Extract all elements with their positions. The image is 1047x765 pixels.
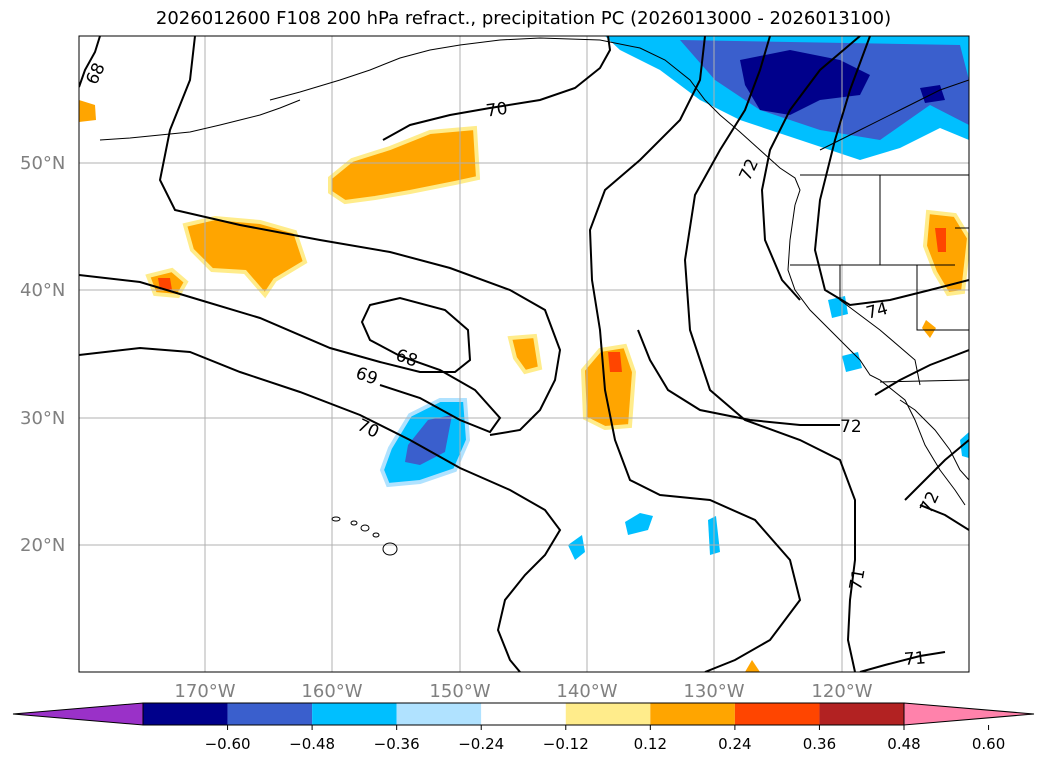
contour-74-south bbox=[874, 349, 969, 396]
contour-74 bbox=[813, 36, 969, 307]
state-border-4 bbox=[916, 265, 969, 331]
baja-gulf bbox=[899, 399, 969, 481]
contour-70-west bbox=[158, 36, 562, 436]
colorbar-box bbox=[650, 703, 735, 725]
colorbar-box bbox=[819, 703, 904, 725]
precip-neg-small-4 bbox=[828, 296, 848, 318]
precip-pos-aleutian bbox=[328, 125, 481, 205]
precip-pos-farwest-core bbox=[158, 278, 172, 290]
contour-72-mid bbox=[637, 329, 840, 426]
precip-pos-corner bbox=[79, 100, 96, 122]
contour-labels: 68 68 69 70 70 71 71 72 72 72 74 bbox=[82, 60, 943, 670]
lon-label: 160°W bbox=[301, 681, 362, 702]
precip-pos-west bbox=[182, 215, 308, 299]
precip-pos-small-1 bbox=[922, 320, 936, 338]
colorbar-box bbox=[143, 703, 228, 725]
colorbar-tick-label: −0.12 bbox=[543, 735, 589, 753]
colorbar-outline bbox=[142, 702, 905, 726]
lat-label: 50°N bbox=[20, 153, 65, 174]
alaska-coast bbox=[269, 37, 801, 206]
colorbar-tick-label: 0.60 bbox=[972, 735, 1005, 753]
contour-70-north bbox=[382, 36, 612, 141]
contour-label: 69 bbox=[353, 363, 380, 389]
precip-shading bbox=[79, 36, 969, 672]
map-title: 2026012600 F108 200 hPa refract., precip… bbox=[155, 8, 892, 29]
contour-label: 68 bbox=[82, 60, 109, 88]
precip-pos-east-core bbox=[608, 352, 622, 372]
lon-label: 120°W bbox=[811, 681, 872, 702]
precip-band-north-core bbox=[740, 50, 870, 115]
precip-neg-hawaii-ne-mid bbox=[405, 415, 452, 465]
coastlines bbox=[99, 37, 969, 506]
colorbar-tick-label: 0.36 bbox=[803, 735, 836, 753]
contour-71-west bbox=[683, 36, 856, 672]
colorbar: −0.60 −0.48 −0.36 −0.24 −0.12 0.12 0.24 0.36 0.4… bbox=[12, 702, 1035, 753]
contour-69 bbox=[79, 346, 562, 672]
west-coast bbox=[787, 204, 966, 506]
contour-label: 72 bbox=[840, 417, 862, 437]
lon-label: 130°W bbox=[683, 681, 744, 702]
colorbar-box bbox=[734, 703, 820, 725]
precip-pos-east bbox=[580, 343, 637, 431]
contour-68-north bbox=[79, 36, 101, 88]
map-frame bbox=[78, 35, 970, 673]
precip-neg-small-2 bbox=[568, 535, 585, 560]
refractivity-contours bbox=[79, 36, 969, 672]
colorbar-tick-label: 0.48 bbox=[887, 735, 920, 753]
contour-label: 70 bbox=[485, 99, 509, 122]
contour-72 bbox=[760, 36, 861, 301]
canada-inland bbox=[819, 79, 969, 151]
contour-label: 71 bbox=[846, 567, 869, 592]
hawaii-islands bbox=[331, 516, 398, 556]
contour-label: 72 bbox=[736, 156, 763, 184]
state-border-3 bbox=[839, 265, 921, 386]
contour-71-bottom bbox=[859, 651, 946, 672]
longitude-labels: 170°W 160°W 150°W 140°W 130°W 120°W bbox=[174, 681, 872, 702]
lon-label: 140°W bbox=[556, 681, 617, 702]
latitude-labels: 50°N 40°N 30°N 20°N bbox=[20, 153, 65, 556]
colorbar-box bbox=[227, 703, 313, 725]
contour-68-main bbox=[79, 274, 502, 434]
precip-neg-small-5 bbox=[842, 352, 862, 372]
precip-neg-small-1 bbox=[625, 513, 653, 535]
contour-label: 68 bbox=[393, 345, 420, 371]
colorbar-tick-label: 0.24 bbox=[718, 735, 751, 753]
colorbar-tick-label: −0.24 bbox=[458, 735, 504, 753]
precip-pos-bottom bbox=[745, 660, 760, 672]
lon-label: 150°W bbox=[429, 681, 490, 702]
colorbar-extend-min bbox=[12, 702, 144, 726]
contour-72-lower bbox=[919, 504, 969, 531]
colorbar-extend-max bbox=[903, 702, 1035, 726]
contour-72-east bbox=[904, 439, 969, 501]
contour-label: 74 bbox=[864, 299, 890, 324]
colorbar-box bbox=[481, 703, 566, 725]
colorbar-tick-label: −0.60 bbox=[205, 735, 251, 753]
lat-label: 30°N bbox=[20, 408, 65, 429]
colorbar-tick-label: 0.12 bbox=[634, 735, 667, 753]
map-canvas: 68 68 69 70 70 71 71 72 72 72 74 bbox=[79, 36, 969, 672]
precip-pos-center bbox=[507, 333, 543, 375]
aleutian-chain bbox=[99, 99, 301, 141]
mexico-border bbox=[879, 379, 969, 383]
colorbar-box bbox=[396, 703, 482, 725]
precip-pos-california-core bbox=[935, 228, 946, 252]
lon-label: 170°W bbox=[174, 681, 235, 702]
contour-label: 70 bbox=[354, 415, 382, 442]
lat-label: 40°N bbox=[20, 280, 65, 301]
gridlines bbox=[79, 36, 969, 672]
lat-label: 20°N bbox=[20, 535, 65, 556]
contour-70-east bbox=[588, 36, 802, 672]
colorbar-box bbox=[312, 703, 397, 725]
colorbar-box bbox=[565, 703, 651, 725]
colorbar-tick-label: −0.48 bbox=[289, 735, 335, 753]
contour-label: 71 bbox=[903, 648, 926, 670]
colorbar-tick-label: −0.36 bbox=[374, 735, 420, 753]
